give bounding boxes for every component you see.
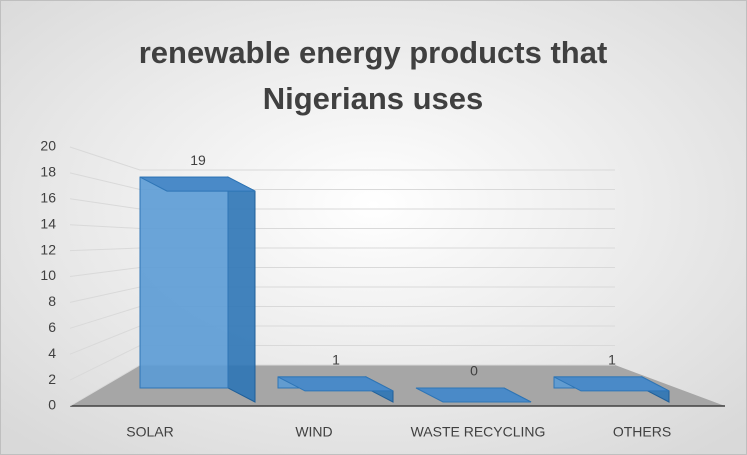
y-tick-label: 16 <box>40 190 56 206</box>
y-tick-label: 8 <box>48 293 56 309</box>
grid-line <box>69 364 141 407</box>
grid-line <box>69 146 141 171</box>
y-tick-label: 20 <box>40 138 56 154</box>
bar <box>139 176 229 389</box>
grid-line <box>69 198 141 210</box>
y-tick-label: 0 <box>48 397 56 413</box>
grid-line <box>69 267 141 277</box>
grid-line <box>69 286 141 303</box>
y-tick-label: 6 <box>48 319 56 335</box>
grid-line <box>69 306 141 329</box>
data-label: 1 <box>332 352 340 368</box>
data-label: 19 <box>190 152 206 168</box>
chart-title: renewable energy products that Nigerians… <box>138 35 608 116</box>
grid-line <box>69 224 141 229</box>
bar-top <box>277 376 394 392</box>
y-tick-label: 18 <box>40 164 56 180</box>
y-tick-label: 10 <box>40 267 56 283</box>
y-tick-label: 4 <box>48 345 56 361</box>
data-label: 1 <box>608 352 616 368</box>
data-label: 0 <box>470 363 478 379</box>
grid-line <box>69 345 141 381</box>
bar-side <box>227 176 256 403</box>
y-tick-label: 14 <box>40 215 56 231</box>
bar-top <box>553 376 670 392</box>
bar-top <box>139 176 256 192</box>
y-tick-label: 12 <box>40 241 56 257</box>
x-tick-label: WIND <box>295 424 332 440</box>
x-tick-label: OTHERS <box>613 424 671 440</box>
x-tick-label: SOLAR <box>126 424 173 440</box>
grid-line <box>69 325 141 355</box>
y-tick-label: 2 <box>48 371 56 387</box>
grid-line <box>69 172 141 190</box>
bar-top <box>415 387 532 403</box>
grid-line <box>69 247 141 252</box>
x-tick-label: WASTE RECYCLING <box>411 424 546 440</box>
